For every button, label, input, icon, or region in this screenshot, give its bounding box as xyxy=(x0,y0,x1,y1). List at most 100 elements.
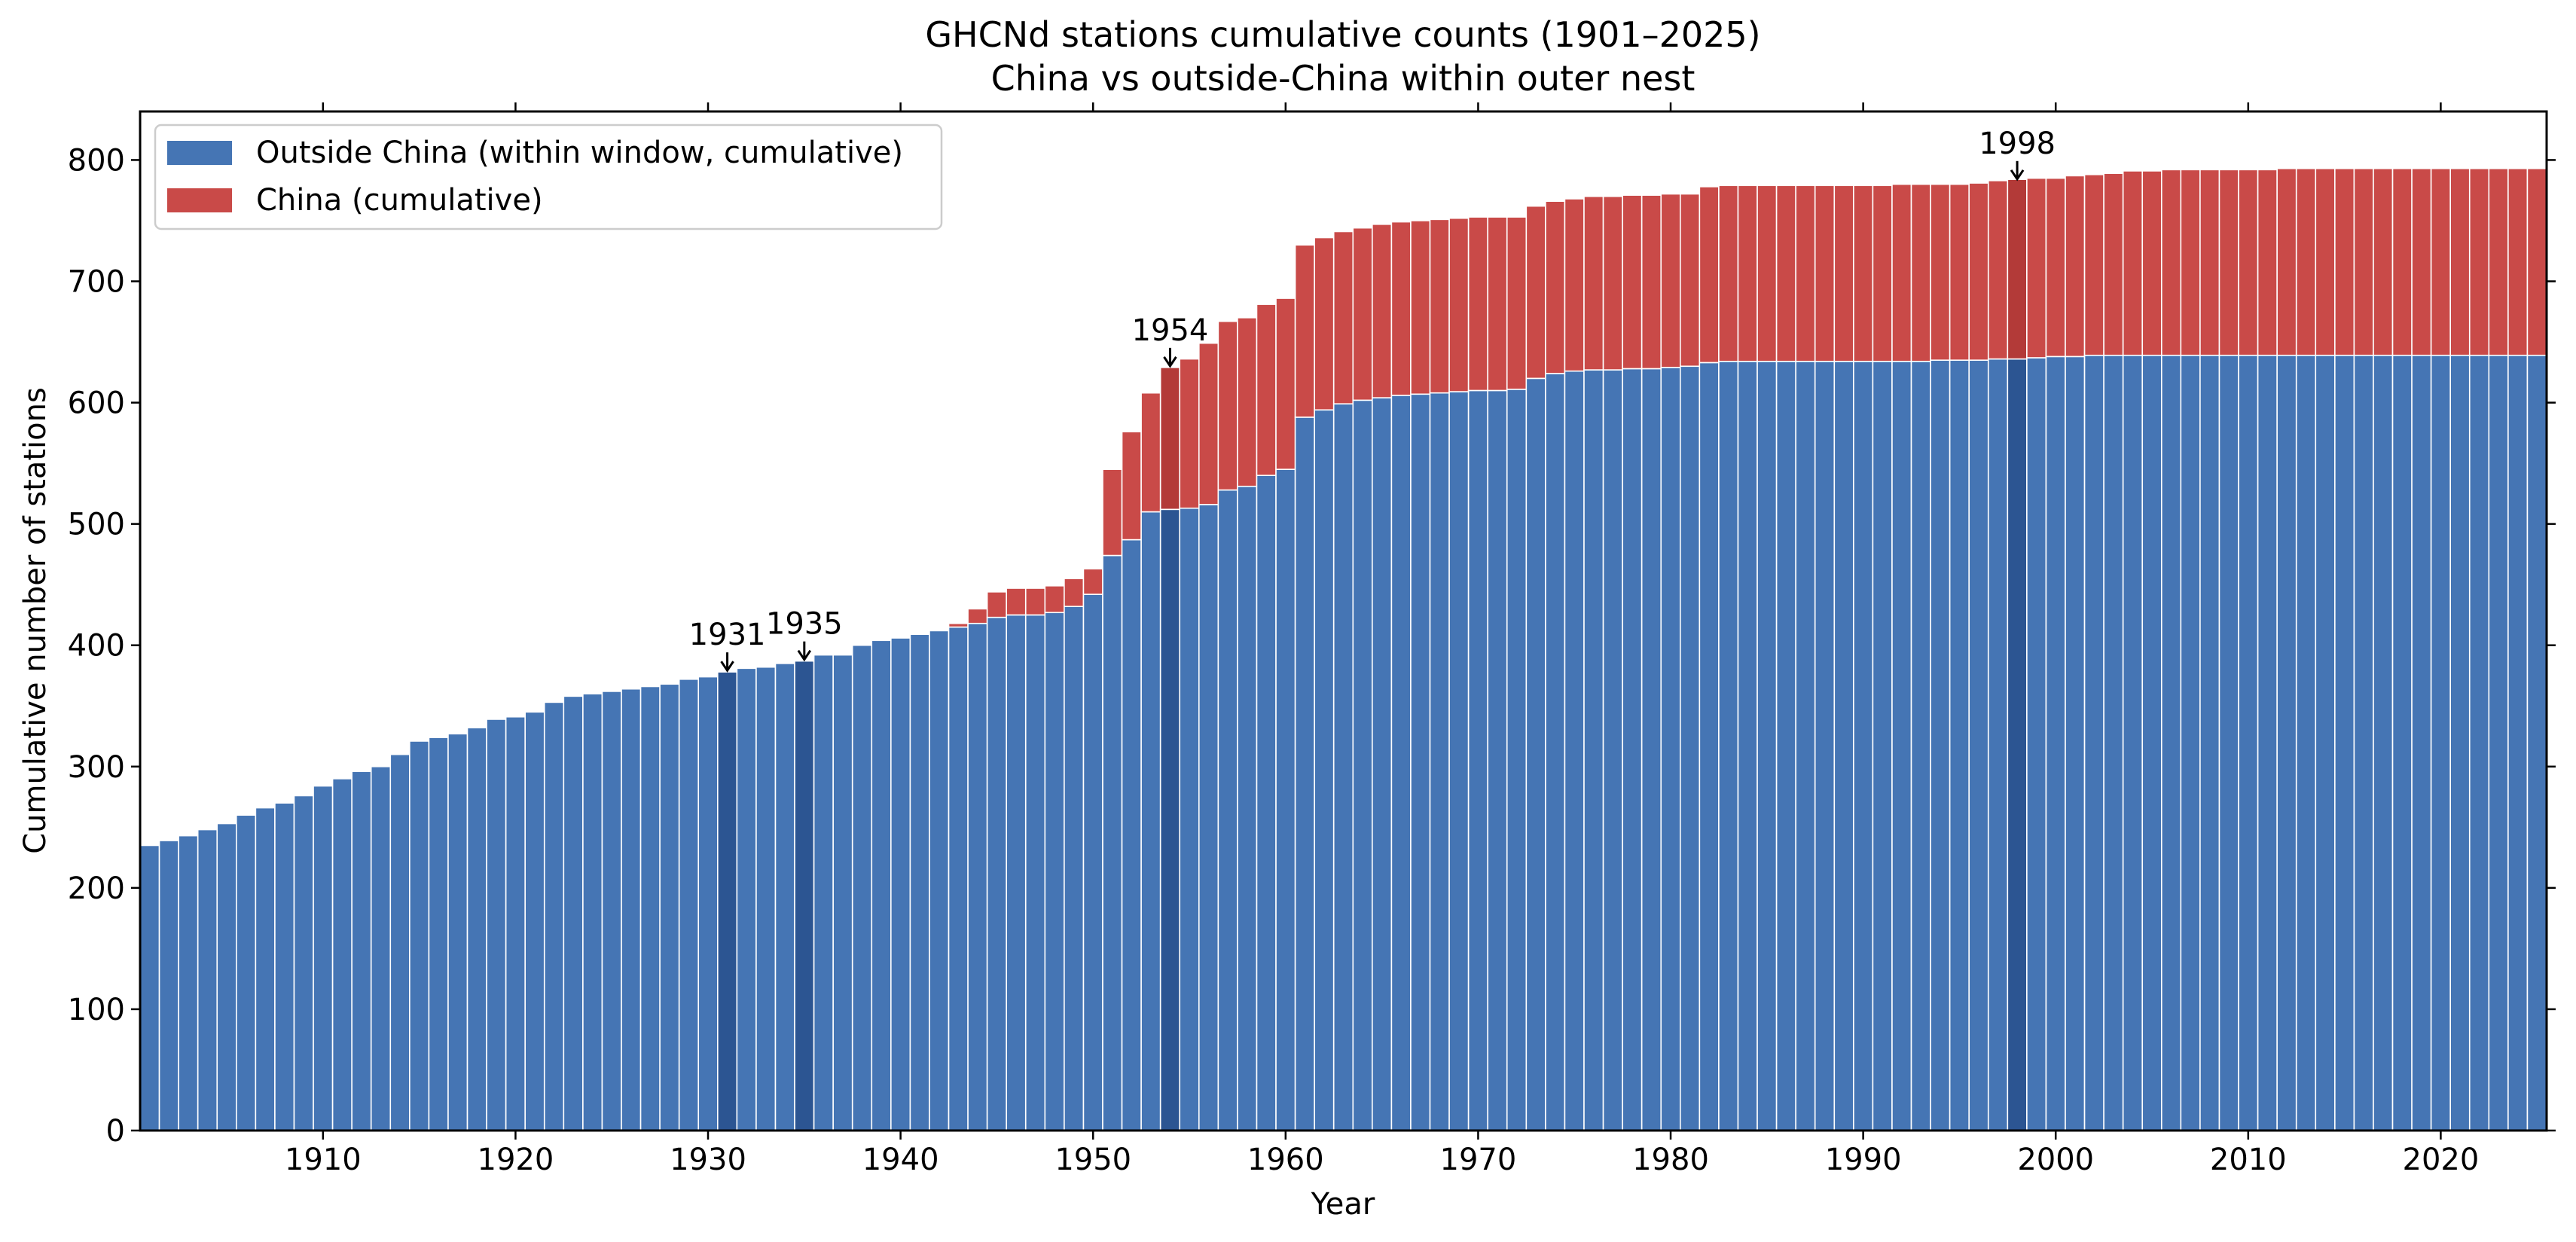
bar-china-1954 xyxy=(1159,367,1181,511)
annotation-label-1935: 1935 xyxy=(766,607,843,642)
bar-outside-2015 xyxy=(2334,354,2355,1131)
bar-china-2013 xyxy=(2295,167,2317,356)
bar-china-1973 xyxy=(1525,205,1546,380)
plot-frame xyxy=(139,110,2548,1132)
bar-outside-1936 xyxy=(813,654,834,1131)
bar-china-2001 xyxy=(2065,175,2086,358)
bar-outside-1967 xyxy=(1410,393,1431,1131)
bar-outside-1918 xyxy=(466,727,487,1131)
bar-outside-1970 xyxy=(1467,389,1489,1131)
bar-outside-1911 xyxy=(331,778,353,1131)
bar-outside-1957 xyxy=(1217,489,1238,1131)
bar-china-1959 xyxy=(1256,304,1277,477)
bar-outside-1997 xyxy=(1987,358,2009,1131)
bar-outside-1939 xyxy=(871,639,892,1131)
bar-outside-1941 xyxy=(909,633,930,1131)
x-tick-label-1970: 1970 xyxy=(1440,1143,1517,1177)
bar-outside-1940 xyxy=(890,637,911,1131)
bar-outside-1915 xyxy=(409,740,430,1131)
x-tick-label-1960: 1960 xyxy=(1247,1143,1324,1177)
x-tick-label-1920: 1920 xyxy=(478,1143,554,1177)
bar-china-2016 xyxy=(2353,167,2374,356)
bar-outside-1986 xyxy=(1775,361,1796,1131)
y-tick-label-500: 500 xyxy=(68,508,125,542)
y-tick-label-200: 200 xyxy=(68,871,125,906)
bar-china-1943 xyxy=(948,622,969,628)
bar-outside-1977 xyxy=(1602,369,1623,1131)
bar-outside-1929 xyxy=(678,679,700,1131)
bar-china-2024 xyxy=(2507,167,2529,356)
bar-outside-1964 xyxy=(1352,399,1373,1131)
bar-outside-1932 xyxy=(736,667,757,1131)
bar-china-1960 xyxy=(1275,298,1296,470)
bar-outside-1972 xyxy=(1506,389,1528,1131)
bar-outside-2024 xyxy=(2507,354,2529,1131)
bar-outside-1942 xyxy=(929,630,950,1131)
bar-china-2008 xyxy=(2199,169,2220,356)
bar-china-1971 xyxy=(1487,216,1508,392)
y-tick-label-0: 0 xyxy=(106,1114,125,1149)
legend-label-outside: Outside China (within window, cumulative… xyxy=(256,136,903,170)
y-tick-label-800: 800 xyxy=(68,143,125,178)
bar-outside-2011 xyxy=(2257,354,2278,1131)
bar-outside-2008 xyxy=(2199,354,2220,1131)
bar-outside-1904 xyxy=(197,829,218,1131)
bar-china-1951 xyxy=(1102,468,1123,557)
bar-outside-1969 xyxy=(1448,391,1470,1131)
bar-outside-1926 xyxy=(621,688,642,1131)
bar-outside-1973 xyxy=(1525,377,1546,1131)
bar-outside-1960 xyxy=(1275,468,1296,1131)
bar-china-1981 xyxy=(1680,193,1701,368)
bar-outside-1965 xyxy=(1372,397,1393,1131)
bar-outside-1933 xyxy=(755,666,777,1131)
y-tick-label-400: 400 xyxy=(68,629,125,664)
bar-china-1994 xyxy=(1930,183,1951,361)
annotations: 1931 1935 1954 1998 xyxy=(689,127,2056,673)
bar-outside-1917 xyxy=(447,733,469,1131)
bar-outside-1963 xyxy=(1332,403,1354,1131)
bar-outside-1908 xyxy=(274,802,295,1131)
bar-outside-1989 xyxy=(1833,361,1854,1131)
bars-group xyxy=(139,167,2547,1131)
bar-outside-1999 xyxy=(2026,357,2047,1131)
bar-outside-1983 xyxy=(1718,361,1739,1131)
bar-china-1956 xyxy=(1198,342,1219,505)
bar-outside-1984 xyxy=(1737,361,1758,1131)
bar-outside-1949 xyxy=(1064,606,1085,1131)
bar-outside-2018 xyxy=(2391,354,2413,1131)
bar-china-1990 xyxy=(1853,185,1874,362)
bar-outside-1910 xyxy=(313,785,334,1131)
y-tick-label-700: 700 xyxy=(68,265,125,300)
bar-outside-2023 xyxy=(2488,354,2509,1131)
bar-outside-1974 xyxy=(1545,373,1566,1131)
bar-outside-1951 xyxy=(1102,554,1123,1131)
bar-china-1991 xyxy=(1872,185,1893,362)
bar-china-1965 xyxy=(1372,223,1393,398)
bar-china-2006 xyxy=(2161,169,2182,356)
annotation-label-1954: 1954 xyxy=(1132,313,1209,348)
bar-china-1947 xyxy=(1024,587,1046,616)
bar-china-2004 xyxy=(2122,170,2144,356)
bar-outside-1994 xyxy=(1930,359,1951,1131)
bar-outside-2016 xyxy=(2353,354,2374,1131)
bar-outside-1946 xyxy=(1006,614,1027,1131)
y-tick-label-600: 600 xyxy=(68,386,125,421)
bar-china-1964 xyxy=(1352,227,1373,401)
bar-china-1955 xyxy=(1179,358,1200,509)
bar-outside-1981 xyxy=(1680,365,1701,1131)
x-tick-label-2000: 2000 xyxy=(2017,1143,2094,1177)
bar-outside-1980 xyxy=(1660,367,1681,1131)
y-ticks: 0 100 200 300 400 500 600 700 800 xyxy=(68,143,2556,1149)
bar-outside-1955 xyxy=(1179,507,1200,1131)
bar-outside-1966 xyxy=(1390,395,1412,1131)
bar-china-1970 xyxy=(1467,216,1489,392)
bar-outside-1993 xyxy=(1910,361,1931,1131)
bar-outside-2005 xyxy=(2141,354,2162,1131)
bar-china-1977 xyxy=(1602,195,1623,371)
x-tick-label-1980: 1980 xyxy=(1632,1143,1709,1177)
bar-outside-1958 xyxy=(1237,485,1258,1131)
bar-china-1978 xyxy=(1622,194,1643,370)
bar-china-2025 xyxy=(2526,167,2547,356)
bar-outside-1943 xyxy=(948,626,969,1131)
